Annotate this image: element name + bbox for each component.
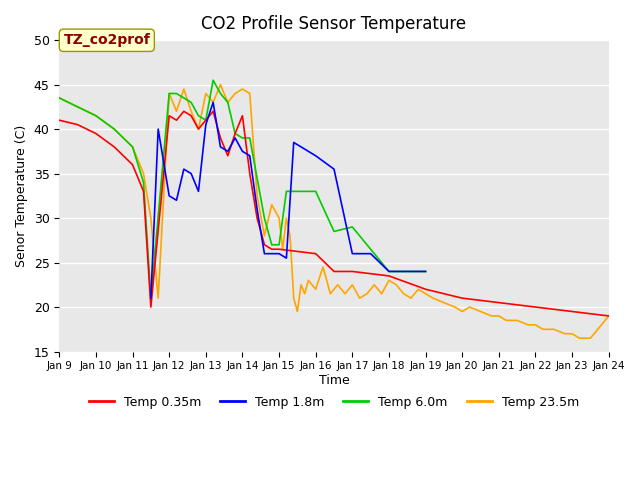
Legend: Temp 0.35m, Temp 1.8m, Temp 6.0m, Temp 23.5m: Temp 0.35m, Temp 1.8m, Temp 6.0m, Temp 2… <box>84 391 584 414</box>
Text: TZ_co2prof: TZ_co2prof <box>63 33 150 47</box>
Y-axis label: Senor Temperature (C): Senor Temperature (C) <box>15 125 28 267</box>
X-axis label: Time: Time <box>319 374 349 387</box>
Title: CO2 Profile Sensor Temperature: CO2 Profile Sensor Temperature <box>202 15 467 33</box>
